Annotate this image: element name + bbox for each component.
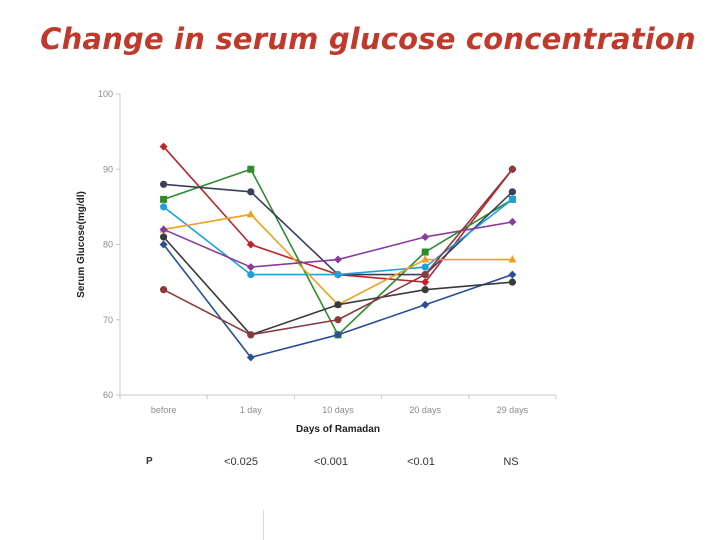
data-point-purple xyxy=(159,225,168,234)
data-point-red xyxy=(159,142,168,151)
data-point-purple xyxy=(334,255,342,264)
data-point-cyan xyxy=(334,271,342,279)
data-point-green xyxy=(247,165,255,173)
x-tick-label: 20 days xyxy=(409,405,441,415)
series-green xyxy=(160,165,516,339)
data-point-cyan xyxy=(247,271,255,279)
x-tick-label: 1 day xyxy=(240,405,263,415)
x-tick-label: 29 days xyxy=(497,405,529,415)
chart-series xyxy=(159,142,517,362)
data-point-dark xyxy=(334,301,342,309)
data-point-dark xyxy=(421,286,429,294)
data-point-cyan xyxy=(160,203,168,211)
data-point-dark xyxy=(160,233,168,241)
data-point-brown xyxy=(334,316,342,324)
p-value: NS xyxy=(503,456,518,468)
data-point-brown xyxy=(421,271,429,279)
y-tick-label: 90 xyxy=(103,164,113,174)
data-point-purple xyxy=(421,232,430,241)
data-point-red xyxy=(246,240,255,249)
slide-title: Change in serum glucose concentration xyxy=(40,22,696,56)
p-value: <0.001 xyxy=(314,456,348,468)
series-purple xyxy=(159,217,517,272)
chart-axes: 60 70 80 90 100 before 1 day 10 days 20 days 29 d… xyxy=(98,89,557,415)
data-point-brown xyxy=(508,165,516,173)
data-point-blue xyxy=(421,300,430,309)
y-tick-label: 70 xyxy=(103,315,113,325)
slide-divider xyxy=(263,510,264,540)
y-tick-label: 100 xyxy=(98,89,113,99)
x-axis-title: Days of Ramadan xyxy=(296,424,380,435)
data-point-navy xyxy=(160,180,168,188)
data-point-green xyxy=(160,195,168,203)
data-point-brown xyxy=(160,286,168,294)
data-point-purple xyxy=(508,217,517,226)
x-tick-label: 10 days xyxy=(322,405,354,415)
data-point-navy xyxy=(247,188,255,196)
data-point-purple xyxy=(246,263,255,272)
data-point-red xyxy=(421,278,430,287)
data-point-dark xyxy=(508,278,516,286)
data-point-cyan xyxy=(421,263,429,271)
data-point-blue xyxy=(159,240,168,249)
data-point-blue xyxy=(508,270,517,279)
p-label: P xyxy=(146,456,153,467)
data-point-brown xyxy=(247,331,255,339)
p-values-row: <0.025 <0.001 <0.01 NS xyxy=(224,456,519,468)
p-value: <0.025 xyxy=(224,456,258,468)
series-red xyxy=(159,142,517,287)
data-point-orange xyxy=(246,209,255,218)
y-axis-title: Serum Glucose(mg/dl) xyxy=(76,191,87,298)
data-point-blue xyxy=(246,353,255,362)
y-tick-label: 80 xyxy=(103,240,113,250)
data-point-orange xyxy=(421,255,430,263)
series-brown xyxy=(160,165,516,339)
data-point-orange xyxy=(508,255,517,263)
x-tick-label: before xyxy=(151,405,177,415)
data-point-cyan xyxy=(508,195,516,203)
p-value: <0.01 xyxy=(407,456,435,468)
data-point-green xyxy=(421,248,429,256)
data-point-blue xyxy=(334,330,342,339)
series-cyan xyxy=(160,195,516,279)
y-tick-label: 60 xyxy=(103,390,113,400)
data-point-navy xyxy=(508,188,516,196)
